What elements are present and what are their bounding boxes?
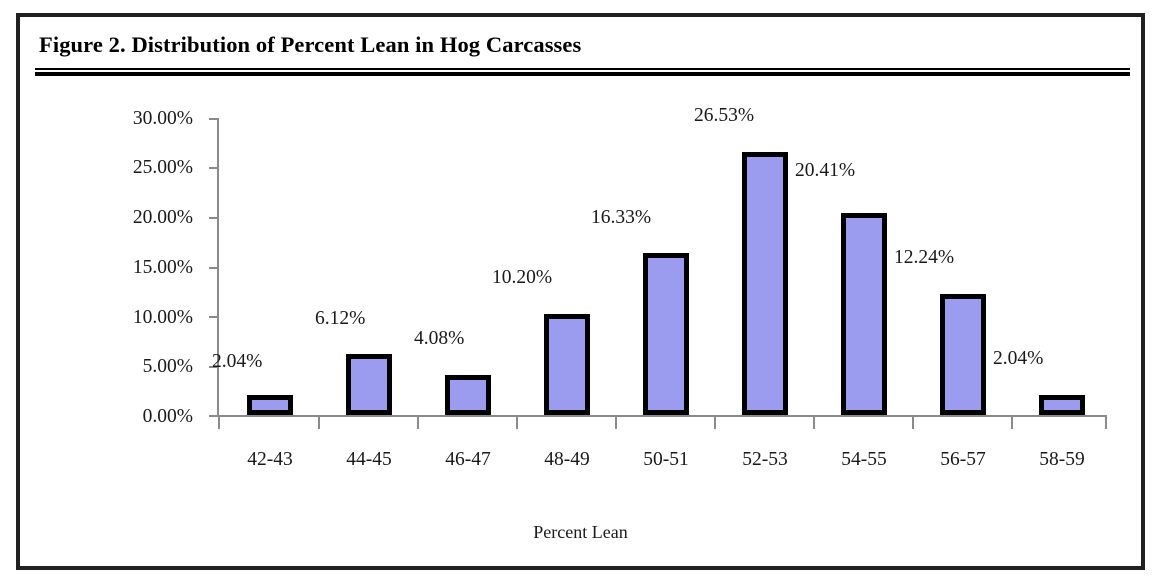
y-axis-tick-label: 15.00%	[132, 257, 193, 278]
figure-title: Figure 2. Distribution of Percent Lean i…	[39, 32, 582, 57]
bar-value-label-44-45: 6.12%	[315, 308, 366, 329]
title-rule-thick	[35, 72, 1130, 76]
title-rule-thin	[35, 68, 1130, 70]
bar-value-label-50-51: 16.33%	[591, 207, 652, 228]
y-axis-line	[217, 118, 219, 417]
bar-44-45[interactable]	[346, 354, 392, 415]
y-axis-tick-mark	[209, 316, 218, 318]
x-axis-tick-mark	[912, 417, 914, 429]
x-axis-category-label-56-57: 56-57	[940, 449, 986, 470]
x-axis-category-label-50-51: 50-51	[643, 449, 689, 470]
bar-value-label-48-49: 10.20%	[492, 267, 553, 288]
bar-50-51[interactable]	[643, 253, 689, 415]
x-axis-tick-mark	[615, 417, 617, 429]
bar-46-47[interactable]	[445, 375, 491, 415]
bar-56-57[interactable]	[940, 294, 986, 415]
bar-chart-plot-area: 30.00% 25.00% 20.00% 15.00% 10.00% 5.00%…	[20, 17, 1141, 566]
x-axis-line	[209, 415, 1107, 417]
x-axis-tick-mark	[417, 417, 419, 429]
x-axis-tick-mark	[516, 417, 518, 429]
y-axis-tick-mark	[209, 167, 218, 169]
title-double-rule	[35, 68, 1130, 76]
x-axis-category-label-48-49: 48-49	[544, 449, 590, 470]
y-axis-tick-label: 10.00%	[132, 307, 193, 328]
x-axis-tick-mark	[1105, 417, 1107, 429]
x-axis-category-label-42-43: 42-43	[247, 449, 293, 470]
y-axis-tick-mark	[209, 217, 218, 219]
y-axis-tick-label: 30.00%	[132, 108, 193, 129]
bar-value-label-56-57: 12.24%	[894, 247, 955, 268]
bar-value-label-46-47: 4.08%	[414, 328, 465, 349]
x-axis-category-label-54-55: 54-55	[841, 449, 887, 470]
y-axis-tick-label: 0.00%	[142, 406, 193, 427]
x-axis-category-label-58-59: 58-59	[1039, 449, 1085, 470]
x-axis-tick-mark	[318, 417, 320, 429]
bar-52-53[interactable]	[742, 152, 788, 415]
figure-frame: Figure 2. Distribution of Percent Lean i…	[16, 13, 1145, 570]
y-axis-tick-label: 20.00%	[132, 207, 193, 228]
y-axis-tick-mark	[209, 118, 218, 120]
x-axis-category-label-52-53: 52-53	[742, 449, 788, 470]
bar-value-label-54-55: 20.41%	[795, 160, 856, 181]
y-axis-tick-mark	[209, 267, 218, 269]
x-axis-tick-mark	[813, 417, 815, 429]
x-axis-tick-mark	[218, 417, 220, 429]
y-axis-tick-label: 25.00%	[132, 157, 193, 178]
x-axis-tick-mark	[714, 417, 716, 429]
bar-value-label-52-53: 26.53%	[694, 105, 755, 126]
x-axis-category-label-44-45: 44-45	[346, 449, 392, 470]
bar-value-label-58-59: 2.04%	[993, 348, 1044, 369]
bar-54-55[interactable]	[841, 213, 887, 415]
bar-value-label-42-43: 2.04%	[212, 351, 263, 372]
x-axis-title: Percent Lean	[533, 522, 628, 542]
x-axis-category-label-46-47: 46-47	[445, 449, 491, 470]
bar-42-43[interactable]	[247, 395, 293, 415]
y-axis-tick-mark	[209, 366, 218, 368]
bar-58-59[interactable]	[1039, 395, 1085, 415]
y-axis-tick-label: 5.00%	[142, 356, 193, 377]
x-axis-tick-mark	[1011, 417, 1013, 429]
bar-48-49[interactable]	[544, 314, 590, 415]
